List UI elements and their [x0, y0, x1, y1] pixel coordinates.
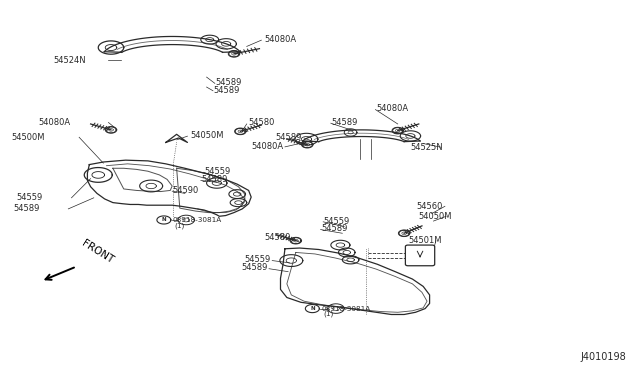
Text: (1): (1) — [324, 311, 334, 317]
Text: 54580: 54580 — [248, 118, 275, 127]
Text: 54501M: 54501M — [408, 236, 442, 245]
Text: 54560: 54560 — [417, 202, 444, 211]
Text: 54080A: 54080A — [376, 104, 408, 113]
Text: J4010198: J4010198 — [580, 352, 627, 362]
Text: 54050M: 54050M — [419, 212, 452, 221]
Text: 54050M: 54050M — [190, 131, 223, 140]
Text: FRONT: FRONT — [81, 238, 116, 265]
Text: 54590: 54590 — [172, 186, 198, 195]
Text: 54589: 54589 — [321, 224, 348, 233]
Text: 54589: 54589 — [13, 204, 40, 214]
Text: 54559: 54559 — [204, 167, 230, 176]
Text: 54080A: 54080A — [264, 35, 296, 44]
Text: 08918-3081A: 08918-3081A — [172, 217, 221, 223]
Polygon shape — [166, 134, 188, 142]
Text: 54559: 54559 — [17, 193, 43, 202]
Text: 54589: 54589 — [202, 175, 228, 184]
Text: N: N — [161, 218, 166, 222]
Text: (1): (1) — [175, 222, 185, 229]
Text: 08918-3081A: 08918-3081A — [321, 305, 371, 312]
Text: 54589: 54589 — [214, 86, 240, 94]
Text: 54524N: 54524N — [53, 56, 86, 65]
Text: 54080A: 54080A — [38, 118, 70, 127]
Text: 54080A: 54080A — [251, 142, 283, 151]
Text: 54525N: 54525N — [410, 143, 443, 152]
Text: 54559: 54559 — [324, 217, 350, 225]
Text: 54589: 54589 — [332, 118, 358, 127]
Text: 54559: 54559 — [244, 255, 270, 264]
Text: 54500M: 54500M — [12, 133, 45, 142]
Text: 54589: 54589 — [241, 263, 268, 272]
Text: 54589: 54589 — [276, 133, 302, 142]
Text: 54589: 54589 — [216, 78, 242, 87]
Text: 54580: 54580 — [264, 233, 291, 242]
FancyBboxPatch shape — [405, 245, 435, 266]
Text: N: N — [310, 306, 315, 311]
